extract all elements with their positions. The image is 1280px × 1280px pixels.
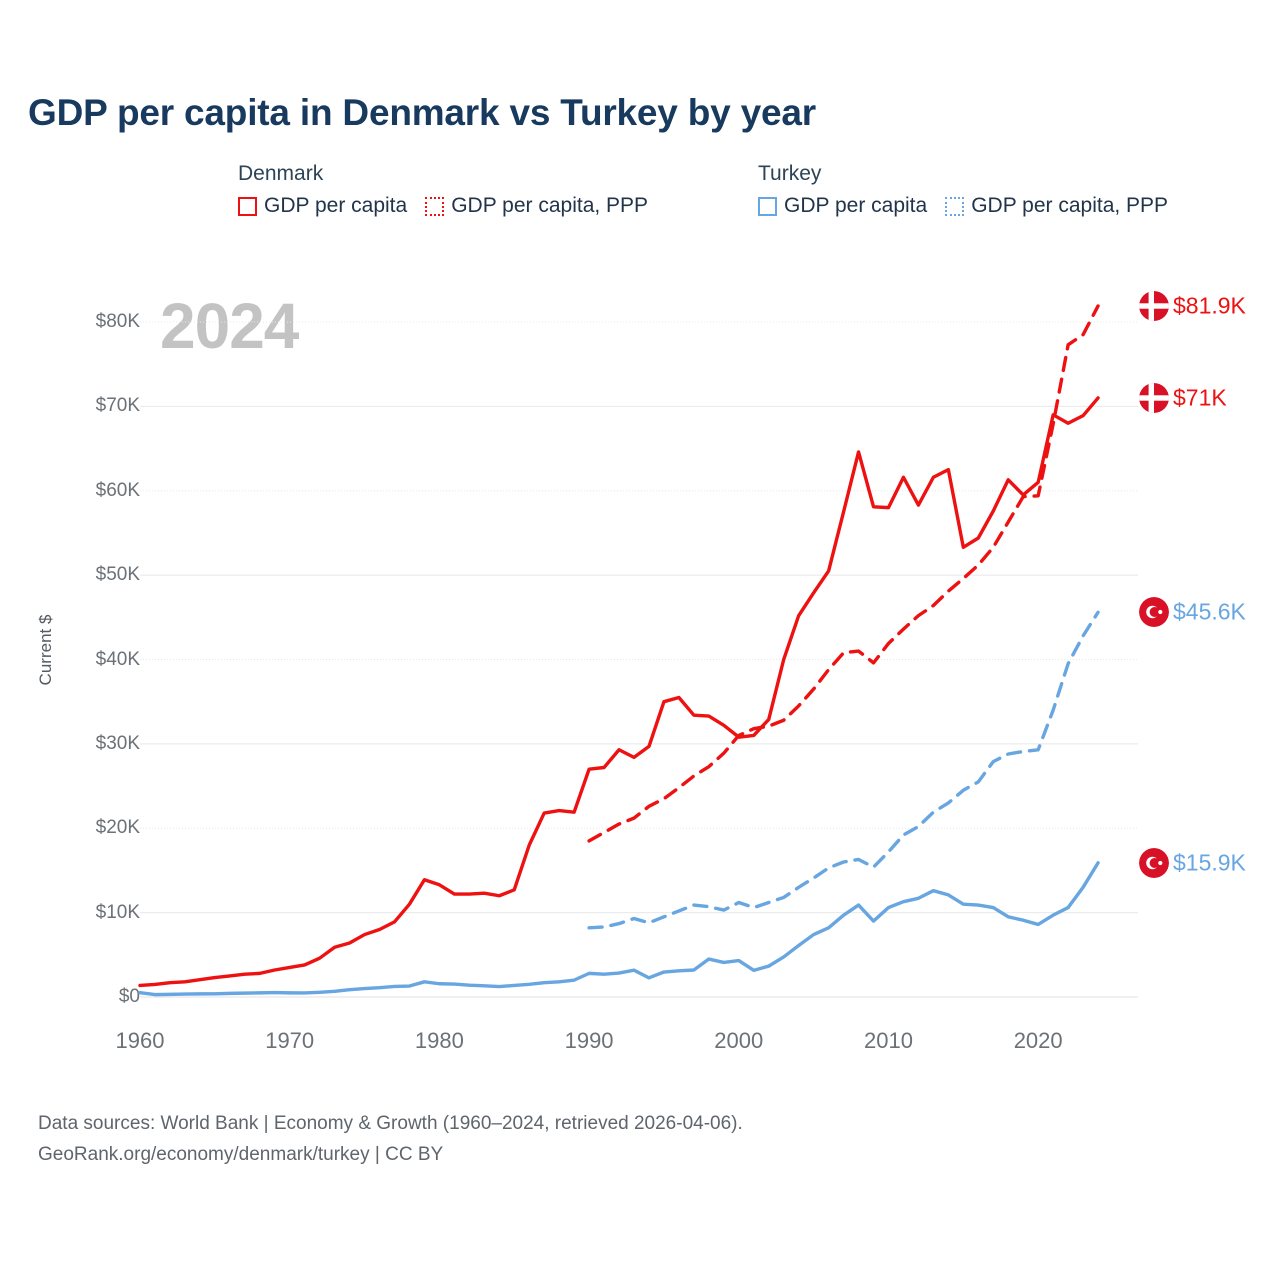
y-tick-label: $80K (95, 311, 140, 332)
y-tick-label: $20K (95, 817, 140, 839)
y-axis-ticks: $0 $10K $20K $30K $40K $50K $60K $70K $80K (0, 0, 140, 1280)
y-tick-label: $40K (95, 648, 140, 670)
turkey-flag-icon (1139, 597, 1169, 628)
legend-country-turkey: Turkey (758, 162, 822, 185)
denmark-flag-icon (1139, 382, 1169, 413)
footer-line-2[interactable]: GeoRank.org/economy/denmark/turkey | CC … (38, 1144, 444, 1166)
legend-item-denmark-gdp[interactable]: GDP per capita (238, 194, 407, 218)
denmark-flag-icon (1139, 290, 1169, 321)
turkey-flag-icon (1139, 847, 1169, 878)
x-tick-label: 2020 (1013, 1028, 1063, 1053)
legend-swatch-dotted-icon (945, 196, 965, 216)
legend-country-denmark: Denmark (238, 162, 324, 185)
series-line (138, 396, 1100, 988)
end-label-turkey-ppp: $45.6K (1173, 598, 1246, 625)
year-watermark: 2024 (160, 290, 299, 362)
legend-item-turkey-gdp[interactable]: GDP per capita (758, 194, 927, 218)
legend-swatch-solid-icon (758, 196, 777, 216)
page-title: GDP per capita in Denmark vs Turkey by y… (28, 92, 816, 133)
legend-group-turkey: Turkey GDP per capita GDP per capita, PP… (758, 162, 1186, 218)
footer-line-1: Data sources: World Bank | Economy & Gro… (38, 1113, 743, 1134)
series-line (587, 610, 1100, 930)
footer-attribution: Data sources: World Bank | Economy & Gro… (38, 1108, 743, 1171)
end-label-denmark-ppp: $81.9K (1173, 292, 1246, 319)
x-tick-label: 2010 (864, 1028, 913, 1053)
series-line (138, 861, 1100, 997)
y-tick-label: $30K (95, 732, 140, 754)
legend-label-denmark-gdp: GDP per capita (264, 194, 408, 217)
legend-group-denmark: Denmark GDP per capita GDP per capita, P… (238, 162, 666, 218)
x-tick-label: 1980 (414, 1028, 464, 1053)
legend-item-denmark-ppp[interactable]: GDP per capita, PPP (425, 194, 648, 218)
legend-label-turkey-ppp: GDP per capita, PPP (971, 194, 1169, 217)
y-tick-label: $50K (95, 564, 140, 586)
end-label-denmark-gdp: $71K (1173, 384, 1227, 411)
legend-swatch-solid-icon (238, 196, 257, 216)
legend-label-turkey-gdp: GDP per capita (784, 194, 928, 217)
y-tick-label: $10K (95, 901, 140, 923)
x-tick-label: 1960 (115, 1028, 165, 1053)
legend-label-denmark-ppp: GDP per capita, PPP (451, 194, 649, 217)
y-tick-label: $70K (95, 395, 140, 417)
legend-swatch-dotted-icon (425, 196, 445, 216)
end-label-turkey-gdp: $15.9K (1173, 849, 1246, 876)
x-tick-label: 1970 (265, 1028, 315, 1053)
y-tick-label: $60K (95, 479, 140, 501)
x-tick-label: 2000 (714, 1028, 764, 1053)
chart-legend: Denmark GDP per capita GDP per capita, P… (238, 162, 1258, 242)
legend-item-turkey-ppp[interactable]: GDP per capita, PPP (945, 194, 1168, 218)
series-line (587, 304, 1100, 843)
x-tick-label: 1990 (564, 1028, 614, 1053)
y-tick-label: $0 (118, 986, 140, 1007)
